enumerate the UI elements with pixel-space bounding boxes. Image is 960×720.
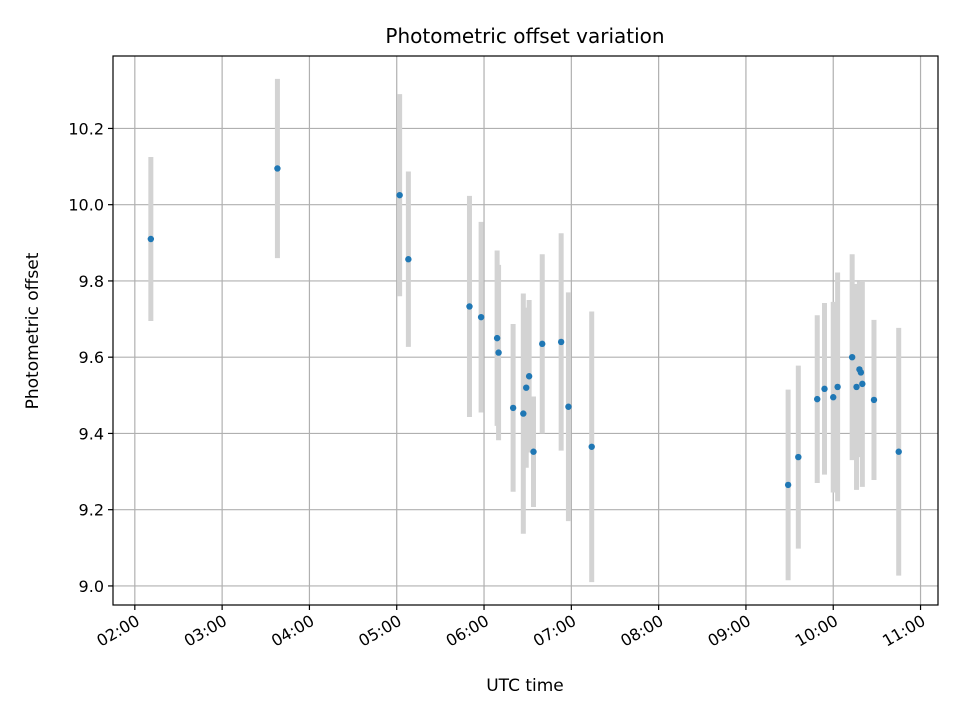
y-tick-label: 10.0 bbox=[68, 196, 104, 215]
data-point bbox=[814, 395, 821, 403]
chart-title: Photometric offset variation bbox=[385, 24, 664, 48]
plot-area-frame bbox=[112, 55, 939, 606]
data-point bbox=[565, 403, 572, 410]
data-point bbox=[848, 353, 856, 361]
y-tick-label: 9.4 bbox=[79, 424, 104, 443]
data-point bbox=[495, 349, 502, 356]
data-point bbox=[557, 338, 565, 346]
y-tick-label: 9.0 bbox=[79, 577, 104, 596]
data-point bbox=[784, 481, 792, 489]
y-axis-title: Photometric offset bbox=[23, 252, 43, 409]
data-point bbox=[821, 385, 828, 393]
data-point bbox=[834, 383, 841, 391]
y-tick-label: 10.2 bbox=[68, 119, 104, 138]
data-point bbox=[523, 384, 530, 391]
y-tick-label: 9.8 bbox=[79, 272, 104, 291]
data-point bbox=[853, 383, 860, 391]
data-point bbox=[520, 410, 527, 417]
data-point bbox=[509, 404, 517, 412]
data-point bbox=[274, 165, 281, 172]
data-point bbox=[895, 448, 902, 455]
x-axis-title: UTC time bbox=[486, 676, 564, 696]
y-tick-label: 9.2 bbox=[79, 501, 104, 520]
data-point bbox=[147, 235, 155, 243]
data-point bbox=[525, 373, 533, 380]
data-point bbox=[477, 313, 485, 321]
data-point bbox=[530, 448, 537, 455]
data-point bbox=[539, 340, 546, 348]
data-point bbox=[870, 396, 878, 404]
data-point bbox=[588, 443, 595, 450]
data-point bbox=[859, 380, 866, 388]
data-point bbox=[493, 334, 501, 342]
data-point bbox=[830, 394, 837, 401]
y-tick-label: 9.6 bbox=[79, 348, 104, 367]
data-point bbox=[857, 369, 865, 376]
data-point bbox=[405, 256, 412, 263]
data-point bbox=[396, 191, 403, 199]
data-point bbox=[795, 453, 802, 461]
data-points bbox=[147, 165, 902, 489]
data-point bbox=[466, 303, 473, 310]
